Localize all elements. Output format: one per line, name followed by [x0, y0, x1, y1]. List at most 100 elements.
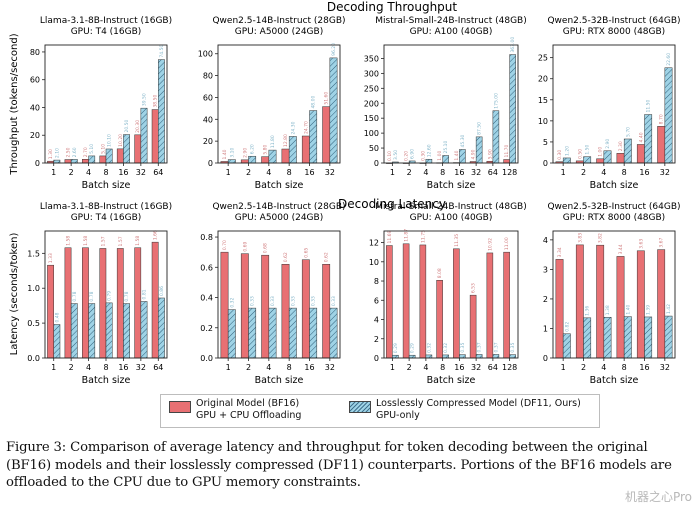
x-tick-label: 1 — [51, 363, 56, 372]
bar-value-label: 1.33 — [48, 253, 54, 263]
x-tick-label: 32 — [325, 168, 335, 177]
y-tick-label: 60 — [203, 93, 213, 102]
bar-compressed — [329, 57, 338, 164]
plot-frame — [552, 44, 676, 164]
bar-value-label: 8.08 — [437, 268, 443, 278]
plot-frame — [383, 230, 519, 359]
bar-original — [436, 280, 443, 359]
bar-value-label: 11.70 — [504, 144, 510, 157]
bar-compressed — [88, 303, 96, 359]
bar-value-label: 2.30 — [618, 141, 624, 151]
bar-value-label: 1.39 — [646, 305, 652, 315]
bar-value-label: 22.60 — [666, 53, 672, 66]
x-tick-label: 1 — [561, 363, 566, 372]
chart-panel: Llama-3.1-8B-Instruct (16GB)GPU: T4 (16G… — [30, 16, 172, 191]
x-tick-label: 2 — [246, 168, 251, 177]
x-tick-label: 1 — [226, 363, 231, 372]
bar-compressed — [475, 136, 483, 164]
bar-original — [636, 144, 645, 164]
y-tick-label: 1.5 — [27, 249, 40, 258]
x-axis-label: Batch size — [427, 375, 476, 386]
bar-value-label: 1.57 — [118, 236, 124, 246]
x-tick-label: 4 — [423, 168, 428, 177]
y-tick-label: 100 — [198, 50, 213, 59]
bar-compressed — [509, 54, 516, 164]
y-tick-label: 6 — [374, 296, 379, 305]
x-tick-label: 2 — [581, 168, 586, 177]
bar-original — [301, 259, 310, 359]
panel-title: GPU: A100 (40GB) — [410, 213, 493, 223]
panel-title: Mistral-Small-24B-Instruct (48GB) — [375, 202, 527, 212]
x-axis-label: Batch size — [590, 375, 639, 386]
bar-original — [134, 134, 142, 164]
bar-original — [64, 247, 72, 359]
x-tick-label: 4 — [601, 168, 606, 177]
chart-panels: Llama-3.1-8B-Instruct (16GB)GPU: T4 (16G… — [27, 16, 680, 386]
x-tick-label: 8 — [622, 168, 627, 177]
bar-compressed — [268, 149, 277, 164]
y-tick-label: 3 — [543, 265, 548, 274]
bar-value-label: 0.78 — [124, 291, 130, 301]
bar-value-label: 4.40 — [638, 132, 644, 142]
bar-value-label: 2.10 — [54, 148, 60, 158]
bar-compressed — [158, 59, 165, 164]
x-tick-label: 1 — [390, 363, 395, 372]
bar-value-label: 0.62 — [283, 252, 289, 262]
bar-value-label: 1.58 — [66, 236, 72, 246]
bar-compressed — [442, 155, 449, 164]
x-tick-label: 8 — [287, 168, 292, 177]
bar-value-label: 51.60 — [324, 92, 330, 105]
bar-compressed — [459, 149, 466, 164]
bar-value-label: 5.80 — [263, 145, 269, 155]
bar-compressed — [475, 354, 483, 359]
panel-title: Mistral-Small-24B-Instruct (48GB) — [375, 16, 527, 26]
x-tick-label: 2 — [69, 363, 74, 372]
bar-original — [301, 135, 310, 164]
bar-original — [657, 126, 666, 164]
bar-compressed — [158, 297, 165, 359]
x-tick-label: 2 — [407, 168, 412, 177]
x-axis-label: Batch size — [255, 180, 304, 191]
bar-value-label: 6.90 — [410, 149, 416, 159]
bar-value-label: 6.53 — [471, 283, 477, 293]
bar-original — [82, 159, 89, 164]
bar-value-label: 8.70 — [659, 114, 665, 124]
y-tick-label: 80 — [203, 72, 213, 81]
plot-frame — [383, 44, 519, 164]
bar-value-label: 1.42 — [666, 304, 672, 314]
bar-compressed — [309, 307, 318, 359]
bar-compressed — [664, 315, 673, 359]
bar-value-label: 0.82 — [564, 322, 570, 332]
bar-compressed — [309, 110, 318, 164]
y-tick-label: 40 — [203, 115, 213, 124]
bar-compressed — [492, 110, 500, 164]
y-tick-label: 1.0 — [27, 284, 40, 293]
x-tick-label: 4 — [423, 363, 428, 372]
y-tick-label: 15 — [538, 96, 548, 105]
x-tick-label: 16 — [118, 363, 128, 372]
y-tick-label: 0.5 — [27, 319, 40, 328]
bar-compressed — [70, 159, 78, 164]
bar-value-label: 1.40 — [222, 149, 228, 159]
bar-value-label: 3.83 — [577, 233, 583, 243]
bar-original — [402, 243, 410, 359]
bar-compressed — [123, 303, 130, 359]
x-tick-label: 8 — [440, 168, 445, 177]
bar-value-label: 0.68 — [263, 243, 269, 253]
bar-value-label: 3.63 — [638, 239, 644, 249]
x-tick-label: 1 — [51, 168, 56, 177]
bar-original — [82, 247, 89, 359]
chart-panel: Qwen2.5-32B-Instruct (64GB)GPU: RTX 8000… — [543, 202, 681, 386]
y-tick-label: 2 — [543, 295, 548, 304]
bar-value-label: 0.32 — [443, 343, 449, 353]
bar-value-label: 3.67 — [659, 237, 665, 247]
panel-title: GPU: A100 (40GB) — [410, 27, 493, 37]
bar-original — [469, 294, 477, 359]
bar-original — [151, 109, 159, 164]
bar-original — [503, 251, 510, 359]
x-tick-label: 16 — [639, 168, 649, 177]
bar-value-label: 175.00 — [493, 93, 499, 109]
bar-original — [322, 106, 331, 164]
bar-original — [47, 264, 54, 359]
bar-original — [99, 155, 107, 164]
